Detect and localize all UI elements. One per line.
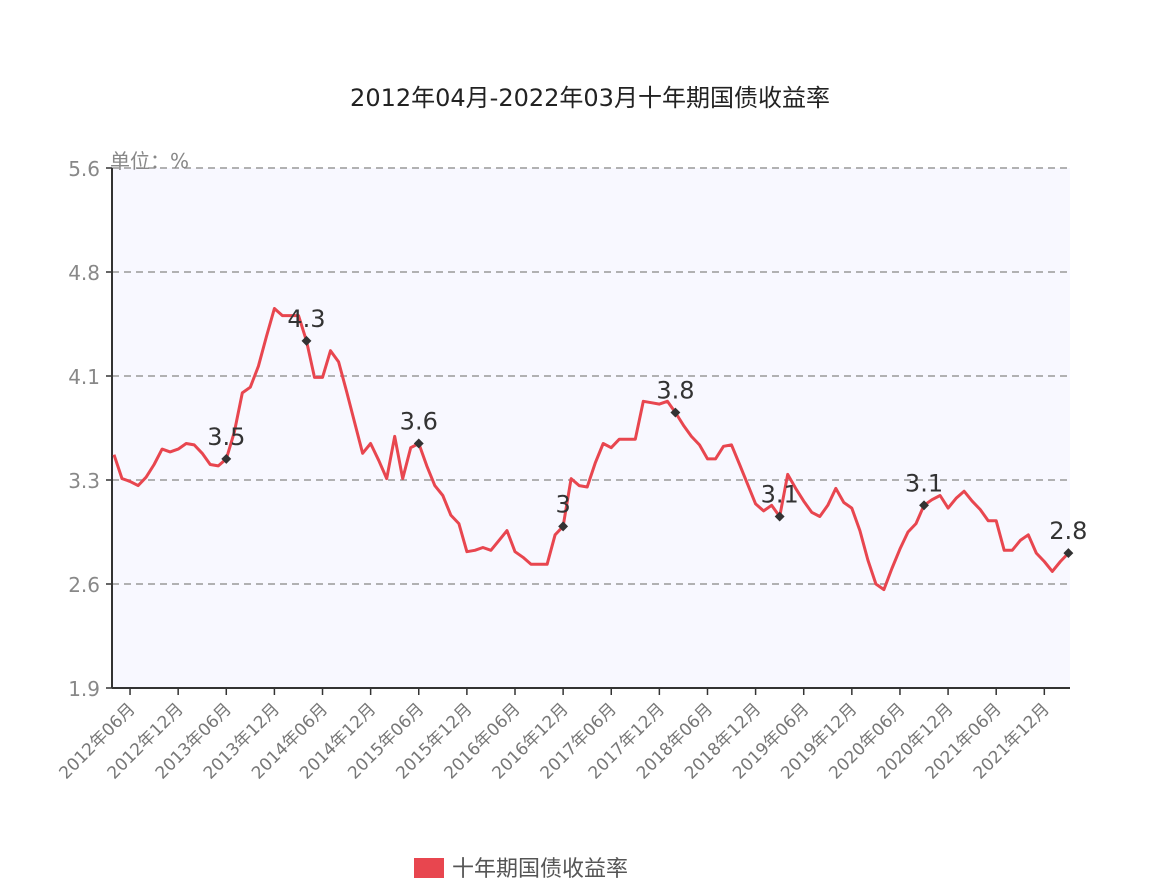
data-label: 3 bbox=[555, 490, 570, 518]
chart-title: 2012年04月-2022年03月十年期国债收益率 bbox=[350, 84, 830, 112]
y-tick-label: 5.6 bbox=[68, 157, 100, 181]
y-tick-label: 1.9 bbox=[68, 677, 100, 701]
data-point-marker bbox=[221, 453, 232, 464]
y-tick-label: 4.1 bbox=[68, 365, 100, 389]
data-point-marker bbox=[774, 511, 785, 522]
data-label: 3.6 bbox=[400, 407, 438, 435]
data-point-marker bbox=[413, 438, 424, 449]
plot-area bbox=[112, 168, 1070, 688]
legend-label: 十年期国债收益率 bbox=[452, 857, 628, 882]
unit-label: 单位：% bbox=[110, 149, 189, 173]
data-label: 2.8 bbox=[1049, 517, 1087, 545]
data-point-marker bbox=[919, 500, 929, 511]
data-label: 3.8 bbox=[656, 377, 694, 405]
y-tick-label: 3.3 bbox=[68, 469, 100, 493]
data-point-marker bbox=[670, 407, 681, 418]
data-point-marker bbox=[1063, 548, 1074, 559]
series-line bbox=[112, 307, 1070, 592]
y-tick-label: 4.8 bbox=[68, 261, 100, 285]
data-label: 3.5 bbox=[207, 423, 245, 451]
data-label: 3.1 bbox=[761, 481, 799, 509]
data-point-marker bbox=[301, 335, 312, 346]
data-label: 3.1 bbox=[905, 469, 943, 497]
data-label: 4.3 bbox=[287, 305, 325, 333]
y-tick-label: 2.6 bbox=[68, 573, 100, 597]
data-point-marker bbox=[558, 521, 569, 532]
legend[interactable]: 十年期国债收益率 bbox=[414, 857, 628, 882]
legend-swatch bbox=[414, 858, 444, 878]
